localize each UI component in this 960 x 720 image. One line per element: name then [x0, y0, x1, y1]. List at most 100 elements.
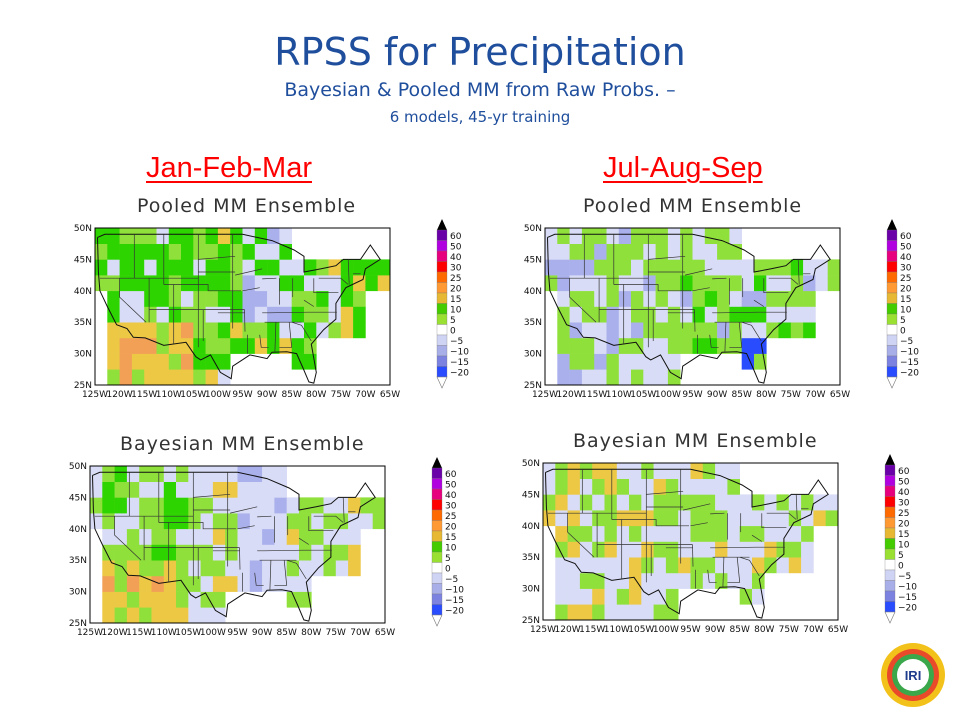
grid-cell	[616, 463, 630, 479]
grid-cell	[242, 243, 256, 260]
grid-cell	[139, 591, 152, 608]
grid-cell	[225, 575, 238, 592]
grid-cell	[754, 290, 767, 307]
colorbar-label: 15	[900, 295, 911, 305]
colorbar-label: −10	[450, 348, 469, 358]
colorbar-swatch	[886, 366, 898, 378]
grid-cell	[764, 525, 777, 542]
state-border	[646, 490, 684, 495]
state-border	[712, 311, 787, 314]
grid-cell	[729, 306, 742, 323]
grid-cell	[254, 275, 268, 292]
grid-cell	[655, 353, 669, 370]
grid-cell	[616, 557, 630, 574]
state-border	[683, 503, 711, 511]
grid-cell	[815, 259, 828, 276]
grid-cell	[156, 306, 170, 323]
grid-cell	[200, 607, 214, 624]
colorbar-label: 40	[900, 253, 912, 263]
grid-cell	[286, 575, 300, 592]
lat-tick-label: 25N	[524, 381, 542, 391]
grid-cell	[230, 259, 243, 276]
lat-tick-label: 45N	[69, 493, 87, 503]
grid-cell	[249, 481, 263, 498]
grid-cell	[592, 525, 605, 542]
grid-cell	[200, 497, 214, 514]
state-border	[259, 334, 269, 348]
panel-title: Bayesian MM Ensemble	[120, 433, 365, 455]
rpss-map-bayes-jfm: 50N45N40N35N30N25N125W120W115W110W105W10…	[69, 457, 464, 638]
grid-cell	[151, 466, 165, 482]
coastline	[92, 471, 376, 622]
lon-tick-label: 110W	[604, 625, 630, 635]
grid-cell	[715, 478, 728, 495]
grid-cell	[168, 322, 182, 339]
colorbar-label: −10	[445, 586, 464, 596]
grid-cell	[95, 243, 108, 260]
grid-cell	[629, 494, 642, 511]
state-border	[279, 322, 293, 348]
state-border	[724, 322, 727, 352]
grid-cell	[776, 510, 790, 527]
grid-cells	[545, 228, 841, 386]
grid-cell	[569, 228, 583, 244]
state-border	[753, 299, 764, 307]
colorbar-swatch	[431, 541, 443, 553]
grid-cell	[119, 369, 133, 386]
grid-cell	[766, 306, 779, 323]
grid-cell	[102, 466, 115, 482]
lat-tick-label: 50N	[522, 459, 540, 469]
grid-cell	[291, 275, 305, 292]
colorbar-label: −15	[445, 596, 464, 606]
grid-cell	[555, 525, 568, 542]
grid-cell	[311, 513, 324, 530]
grid-cell	[193, 369, 206, 386]
grid-cell	[299, 528, 312, 545]
state-border	[722, 557, 725, 587]
grid-cell	[555, 510, 568, 527]
lat-tick-label: 25N	[522, 616, 540, 626]
grid-cell	[131, 353, 145, 370]
grid-cell	[729, 290, 742, 307]
grid-cell	[555, 478, 568, 495]
grid-cell	[629, 588, 642, 605]
lon-tick-label: 120W	[557, 390, 583, 400]
grid-cell	[156, 369, 170, 386]
grid-cell	[717, 275, 730, 292]
colorbar-label: 40	[898, 488, 910, 498]
grid-cell	[286, 560, 300, 577]
grid-cell	[230, 275, 243, 292]
grid-cell	[254, 306, 268, 323]
state-border	[291, 321, 312, 342]
state-border	[707, 569, 717, 583]
grid-cell	[739, 510, 753, 527]
colorbar-label: −5	[898, 572, 911, 582]
grid-cell	[217, 322, 231, 339]
grid-cell	[291, 290, 305, 307]
grid-cell	[569, 369, 583, 386]
grid-cell	[813, 510, 826, 527]
grid-cell	[126, 591, 140, 608]
panel-title: Bayesian MM Ensemble	[573, 430, 818, 452]
grid-cell	[579, 510, 593, 527]
grid-cell	[579, 572, 593, 589]
grid-cell	[665, 572, 679, 589]
grid-cell	[163, 466, 177, 482]
coastline	[97, 233, 381, 384]
grid-cell	[606, 306, 620, 323]
grid-cell	[567, 557, 581, 574]
colorbar-label: 10	[898, 541, 910, 551]
grid-cell	[163, 560, 177, 577]
grid-cell	[316, 306, 329, 323]
grid-cell	[629, 510, 642, 527]
grid-cell	[618, 228, 632, 244]
grid-cell	[200, 560, 214, 577]
grid-cell	[579, 588, 593, 605]
grid-cell	[581, 259, 595, 276]
grid-cell	[555, 572, 568, 589]
colorbar-swatch	[431, 499, 443, 511]
lat-tick-label: 35N	[74, 318, 92, 328]
grid-cell	[323, 560, 337, 577]
